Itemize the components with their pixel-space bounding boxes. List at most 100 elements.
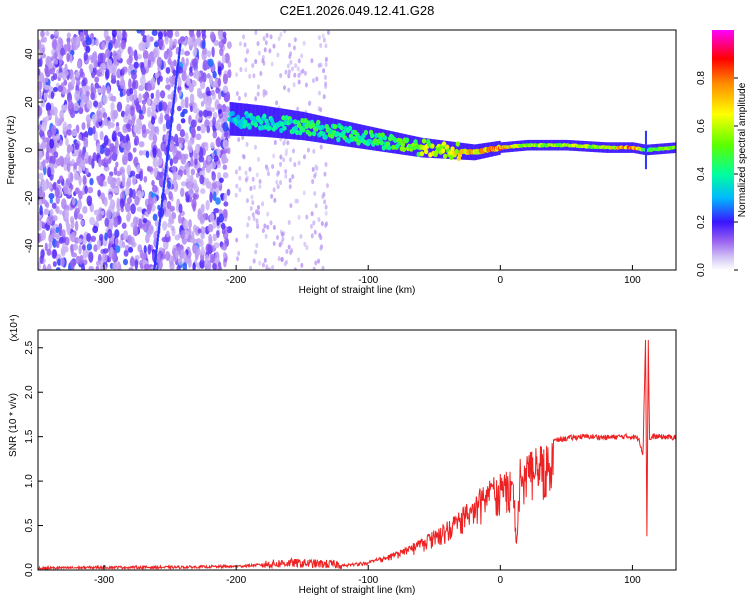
spectrogram-cell bbox=[179, 137, 184, 145]
spectrogram-ridge-halo bbox=[393, 131, 396, 154]
spectrogram-cell bbox=[162, 101, 168, 112]
spectrogram-cell bbox=[175, 69, 179, 75]
spectrogram-cell bbox=[102, 248, 109, 254]
spectrogram-cell bbox=[115, 40, 121, 48]
colorbar-tick-label: 0.2 bbox=[696, 215, 707, 229]
spectrogram-cell bbox=[62, 121, 68, 132]
spectrogram-cell bbox=[255, 242, 259, 248]
spectrogram-y-label: Frequency (Hz) bbox=[6, 116, 17, 185]
spectrogram-cell bbox=[163, 199, 168, 208]
spectrogram-cell bbox=[39, 44, 46, 55]
spectrogram-cell bbox=[242, 34, 246, 40]
spectrogram-cell bbox=[85, 37, 92, 46]
spectrogram-cell bbox=[57, 85, 63, 93]
spectrogram-ridge-halo bbox=[366, 125, 369, 150]
spectrogram-cell bbox=[237, 250, 241, 256]
spectrogram-cell bbox=[38, 106, 43, 117]
spectrogram-cell bbox=[305, 245, 309, 251]
spectrogram-cell bbox=[102, 112, 108, 119]
spectrogram-cell bbox=[206, 50, 212, 58]
spectrogram-cell bbox=[189, 93, 195, 105]
spectrogram-cell bbox=[146, 82, 152, 92]
spectrogram-cell bbox=[158, 221, 161, 227]
spectrogram-cell bbox=[279, 73, 283, 79]
spectrogram-cell bbox=[264, 233, 268, 239]
x-tick-label: -100 bbox=[358, 575, 378, 586]
spectrogram-cell bbox=[185, 57, 189, 67]
spectrogram-cell bbox=[75, 70, 80, 78]
spectrogram-cell bbox=[83, 51, 88, 61]
spectrogram-cell bbox=[40, 30, 45, 38]
spectrogram-cell bbox=[66, 37, 71, 43]
spectrogram-cell bbox=[150, 76, 156, 88]
spectrogram-cell bbox=[101, 85, 106, 96]
spectrogram-cell bbox=[74, 187, 80, 195]
spectrogram-cell bbox=[205, 199, 210, 211]
spectrogram-cell bbox=[121, 177, 126, 187]
spectrogram-cell bbox=[279, 180, 283, 186]
spectrogram-cell bbox=[169, 126, 172, 132]
spectrogram-cell bbox=[167, 142, 170, 148]
spectrogram-ridge-cell bbox=[434, 149, 439, 155]
spectrogram-cell bbox=[124, 202, 131, 213]
spectrogram-ridge-halo bbox=[345, 121, 348, 147]
spectrogram-cell bbox=[46, 215, 53, 226]
x-tick-label: 0 bbox=[498, 575, 504, 586]
spectrogram-cell bbox=[191, 198, 197, 210]
spectrogram-cell bbox=[284, 173, 288, 179]
spectrogram-cell bbox=[256, 156, 260, 162]
spectrogram-cell bbox=[43, 36, 48, 43]
spectrogram-cell bbox=[272, 187, 276, 193]
spectrogram-cell bbox=[323, 74, 327, 80]
spectrogram-cell bbox=[149, 51, 154, 58]
spectrogram-cell bbox=[267, 171, 271, 177]
y-tick-label: 2.0 bbox=[24, 385, 35, 399]
spectrogram-cell bbox=[60, 257, 65, 267]
spectrogram-cell bbox=[48, 242, 52, 250]
spectrogram-cell bbox=[143, 57, 148, 68]
spectrogram-cell bbox=[51, 124, 57, 136]
spectrogram-cell bbox=[104, 147, 111, 157]
spectrogram-cell bbox=[45, 102, 52, 112]
spectrogram-cell bbox=[114, 187, 120, 194]
spectrogram-cell bbox=[96, 142, 101, 154]
spectrogram-ridge-cell bbox=[230, 110, 235, 117]
spectrogram-cell bbox=[217, 103, 223, 110]
spectrogram-ridge-halo bbox=[372, 127, 374, 151]
spectrogram-ridge-cell bbox=[440, 148, 446, 154]
spectrogram-cell bbox=[73, 171, 80, 181]
spectrogram-cell bbox=[178, 142, 183, 149]
spectrogram-cell bbox=[253, 144, 257, 150]
spectrogram-cell bbox=[149, 129, 155, 136]
spectrogram-cell bbox=[254, 30, 258, 35]
spectrogram-cell bbox=[251, 62, 255, 68]
spectrogram-cell bbox=[191, 231, 195, 241]
spectrogram-cell bbox=[153, 167, 159, 173]
spectrogram-cell bbox=[78, 175, 82, 186]
spectrogram-cell bbox=[105, 36, 110, 42]
y-tick-label: -40 bbox=[24, 238, 35, 253]
spectrogram-cell bbox=[177, 54, 181, 60]
spectrogram-cell bbox=[310, 223, 314, 229]
spectrogram-cell bbox=[120, 74, 125, 83]
x-tick-label: 100 bbox=[624, 275, 641, 286]
spectrogram-cell bbox=[317, 63, 321, 69]
spectrogram-cell bbox=[293, 162, 297, 168]
spectrogram-cell bbox=[55, 133, 61, 141]
spectrogram-cell bbox=[86, 99, 93, 110]
spectrogram-cell bbox=[110, 102, 115, 111]
colorbar: 0.0 0.2 0.4 0.6 0.8 Normalized spectral ampl… bbox=[696, 30, 748, 277]
spectrogram-cell bbox=[138, 84, 145, 92]
spectrogram-cell bbox=[180, 48, 185, 56]
spectrogram-cell bbox=[313, 191, 317, 197]
spectrogram-cell bbox=[67, 99, 73, 110]
spectrogram-cell bbox=[70, 219, 75, 229]
spectrogram-cell bbox=[123, 115, 129, 124]
spectrogram-cell bbox=[167, 94, 172, 100]
spectrogram-cell bbox=[53, 151, 59, 159]
spectrogram-cell bbox=[176, 62, 180, 68]
spectrogram-cell bbox=[62, 183, 68, 193]
spectrogram-cell bbox=[245, 198, 249, 204]
spectrogram-cell bbox=[206, 125, 211, 134]
spectrogram-cell bbox=[287, 73, 291, 79]
